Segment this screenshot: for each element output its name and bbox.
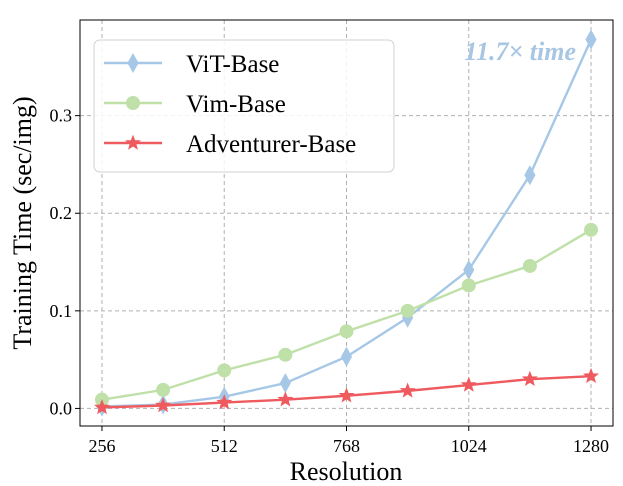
x-tick-label: 1024 xyxy=(451,436,487,456)
data-point-adventurer-base xyxy=(521,370,538,386)
legend-marker-vim-base xyxy=(126,96,140,110)
y-axis-label: Training Time (sec/img) xyxy=(8,96,37,349)
data-point-vim-base xyxy=(339,324,354,339)
data-point-vit-base xyxy=(524,165,536,186)
data-point-vim-base xyxy=(461,278,476,293)
data-point-adventurer-base xyxy=(155,397,172,413)
data-point-adventurer-base xyxy=(93,399,110,415)
x-tick-label: 512 xyxy=(211,436,238,456)
data-point-vim-base xyxy=(522,258,537,273)
data-point-vim-base xyxy=(217,363,232,378)
axis-ticks: 256 512 768 1024 1280 0.0 0.1 0.2 0.3 xyxy=(50,106,610,456)
legend-label-vim-base: Vim-Base xyxy=(186,91,286,118)
data-point-vit-base xyxy=(585,29,597,50)
data-point-vim-base xyxy=(584,222,599,237)
y-tick-label: 0.1 xyxy=(50,301,73,321)
data-point-adventurer-base xyxy=(338,387,355,403)
data-point-vim-base xyxy=(400,303,415,318)
data-point-adventurer-base xyxy=(583,367,600,384)
data-point-vit-base xyxy=(340,346,353,367)
legend-label-adventurer-base: Adventurer-Base xyxy=(186,131,356,158)
y-tick-label: 0.0 xyxy=(50,398,73,418)
y-tick-label: 0.2 xyxy=(50,203,73,223)
series-layer xyxy=(93,29,600,417)
legend-marker-vit-base xyxy=(127,52,139,74)
legend-label-vit-base: ViT-Base xyxy=(186,51,279,78)
legend-box xyxy=(93,39,395,173)
data-point-vim-base xyxy=(156,382,171,397)
legend-marker-adventurer-base xyxy=(125,134,141,150)
y-tick-label: 0.3 xyxy=(50,106,73,126)
series-adventurer-base xyxy=(93,367,600,415)
data-point-adventurer-base xyxy=(277,391,294,407)
annotation-text: 11.7× time xyxy=(464,37,576,66)
data-point-adventurer-base xyxy=(216,394,233,410)
data-point-adventurer-base xyxy=(399,382,416,398)
x-tick-label: 1280 xyxy=(573,436,609,456)
legend: ViT-Base Vim-Base Adventurer-Base xyxy=(93,39,395,173)
data-point-vit-base xyxy=(279,373,291,394)
series-vim-base xyxy=(94,222,599,407)
data-point-vim-base xyxy=(278,347,293,362)
x-axis-label: Resolution xyxy=(290,457,403,486)
data-point-adventurer-base xyxy=(460,376,477,392)
x-tick-label: 256 xyxy=(88,436,115,456)
x-tick-label: 768 xyxy=(333,436,360,456)
